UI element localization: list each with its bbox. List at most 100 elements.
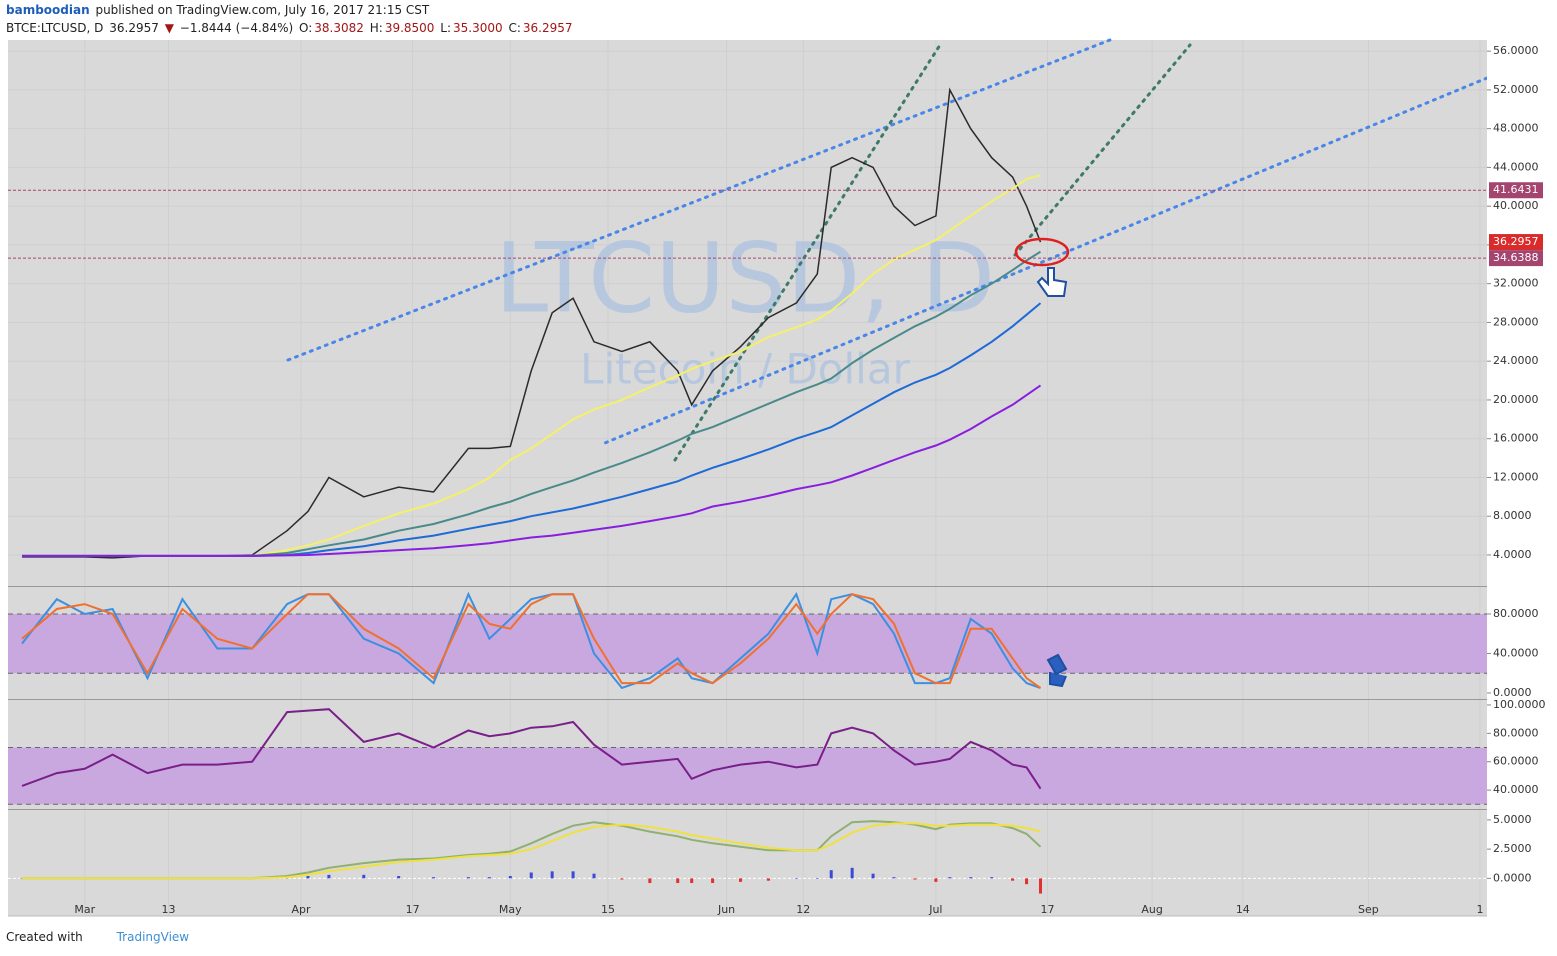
- histogram-bar: [592, 873, 596, 879]
- last-price: 36.2957: [109, 21, 159, 35]
- histogram-bar: [508, 876, 512, 879]
- y-tick-label: 5.0000: [1493, 813, 1532, 826]
- header-line: bamboodian published on TradingView.com,…: [6, 3, 431, 17]
- histogram-bar: [487, 877, 491, 879]
- histogram-bar: [1011, 878, 1015, 881]
- y-tick-label: 52.0000: [1493, 83, 1539, 96]
- x-tick-label: Mar: [74, 903, 95, 916]
- y-tick-label: 8.0000: [1493, 509, 1532, 522]
- high-label: H:: [369, 21, 383, 35]
- published-info: published on TradingView.com, July 16, 2…: [95, 3, 430, 17]
- histogram-bar: [913, 878, 917, 880]
- grid: [8, 40, 1557, 916]
- histogram-bar: [850, 867, 854, 879]
- price-label: 34.6388: [1493, 251, 1539, 264]
- trend-line: [286, 38, 1112, 362]
- plots: [8, 87, 1487, 894]
- histogram-bar: [766, 878, 770, 881]
- trend-line: [1013, 43, 1192, 257]
- y-tick-label: 32.0000: [1493, 277, 1539, 290]
- histogram-bar: [676, 878, 680, 884]
- histogram-bar: [20, 878, 24, 879]
- y-tick-label: 48.0000: [1493, 122, 1539, 135]
- open: 38.3082: [314, 21, 364, 35]
- y-tick-label: 44.0000: [1493, 160, 1539, 173]
- y-tick-label: 16.0000: [1493, 432, 1539, 445]
- hand-icon: [1046, 653, 1068, 688]
- y-tick-label: 12.0000: [1493, 470, 1539, 483]
- histogram-bar: [362, 874, 366, 879]
- series-line: [21, 708, 1042, 790]
- price-label: 41.6431: [1493, 183, 1539, 196]
- y-tick-label: 80.0000: [1493, 607, 1539, 620]
- histogram-bar: [990, 877, 994, 879]
- y-tick-label: 4.0000: [1493, 548, 1532, 561]
- x-tick-label: May: [499, 903, 522, 916]
- y-tick-label: 40.0000: [1493, 199, 1539, 212]
- trend-line: [598, 76, 1489, 447]
- low: 35.3000: [453, 21, 503, 35]
- histogram-bar: [711, 878, 715, 884]
- y-tick-label: 40.0000: [1493, 783, 1539, 796]
- histogram-bar: [529, 872, 533, 879]
- x-tick-label: Sep: [1358, 903, 1379, 916]
- y-tick-label: 56.0000: [1493, 44, 1539, 57]
- histogram-bar: [969, 877, 973, 879]
- hand-icon: [1036, 267, 1068, 297]
- y-tick-label: 40.0000: [1493, 646, 1539, 659]
- price-label-bg: [1489, 250, 1543, 267]
- x-tick-label: Jul: [928, 903, 942, 916]
- histogram-bar: [550, 871, 554, 879]
- change-arrow: ▼: [164, 21, 174, 35]
- created-with: Created with: [6, 930, 83, 944]
- high: 39.8500: [384, 21, 435, 35]
- last-price-label: 36.2957: [1493, 235, 1539, 248]
- axis-labels: Mar 13 Apr 17 May 15 Jun 12 Jul 17 Aug 14 Sep 1 4.0000…: [74, 44, 1545, 916]
- author[interactable]: bamboodian: [6, 3, 90, 17]
- brand-link[interactable]: TradingView: [116, 930, 190, 944]
- x-tick-label: 1: [1477, 903, 1484, 916]
- band: [8, 747, 1487, 805]
- series-line: [21, 593, 1042, 689]
- price-label-bg: [1489, 182, 1543, 199]
- x-tick-label: Aug: [1141, 903, 1162, 916]
- histogram-bar: [934, 878, 938, 882]
- y-tick-label: 0.0000: [1493, 871, 1532, 884]
- histogram-bar: [1025, 878, 1029, 885]
- histogram-bar: [815, 878, 819, 879]
- low-label: L:: [440, 21, 451, 35]
- band: [8, 613, 1487, 674]
- x-tick-label: 12: [796, 903, 810, 916]
- histogram-bar: [327, 874, 331, 879]
- series-line: [22, 384, 1042, 557]
- histogram-bar: [794, 878, 798, 879]
- histogram-bar: [432, 877, 436, 879]
- x-tick-label: 17: [406, 903, 420, 916]
- x-tick-label: Jun: [717, 903, 735, 916]
- y-tick-label: 24.0000: [1493, 354, 1539, 367]
- last-price-bg: [1489, 234, 1543, 251]
- highlight-ellipse: [1014, 237, 1070, 267]
- close-label: C:: [508, 21, 521, 35]
- histogram-bar: [466, 877, 470, 879]
- histogram-bar: [620, 878, 624, 880]
- y-tick-label: 60.0000: [1493, 755, 1539, 768]
- footer: Created with TradingView: [6, 930, 189, 944]
- y-tick-label: 0.0000: [1493, 686, 1532, 699]
- close: 36.2957: [522, 21, 573, 35]
- histogram-bar: [397, 876, 401, 879]
- x-tick-label: 14: [1236, 903, 1250, 916]
- trend-line: [673, 43, 942, 462]
- histogram-bar: [948, 877, 952, 879]
- x-tick-label: Apr: [291, 903, 311, 916]
- y-tick-label: 20.0000: [1493, 393, 1539, 406]
- open-label: O:: [299, 21, 313, 35]
- y-tick-label: 100.0000: [1493, 698, 1546, 711]
- histogram-bar: [571, 871, 575, 879]
- x-tick-label: 15: [601, 903, 615, 916]
- series-line: [21, 591, 1041, 690]
- trend-lines: [286, 38, 1489, 462]
- change: −1.8444 (−4.84%): [179, 21, 294, 35]
